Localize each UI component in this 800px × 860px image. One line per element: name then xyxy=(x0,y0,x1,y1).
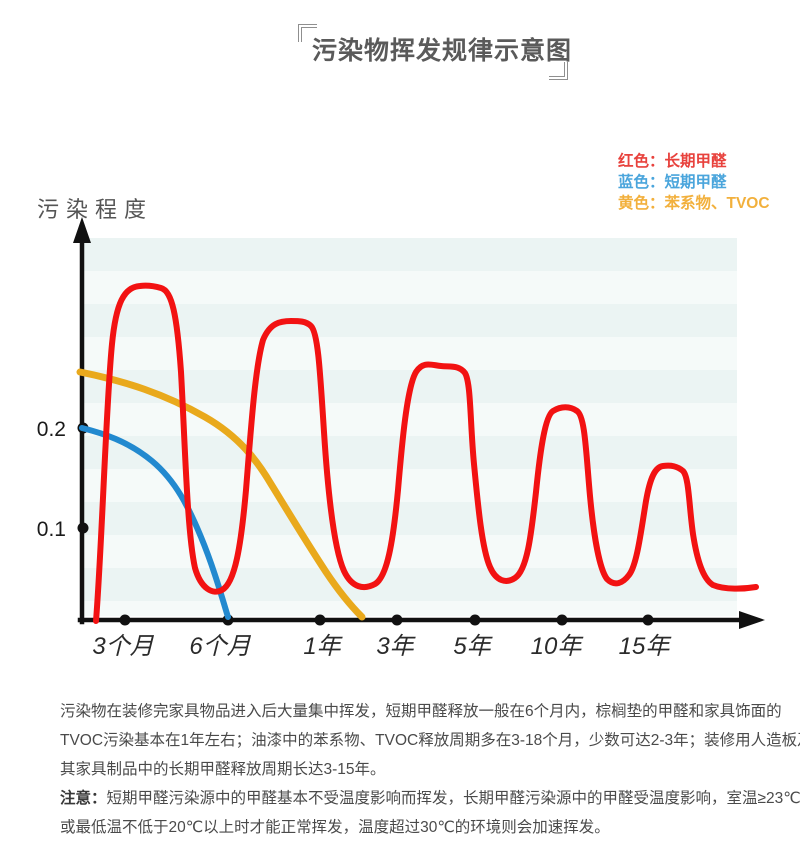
notes-line-1: 污染物在装修完家具物品进入后大量集中挥发，短期甲醛释放一般在6个月内，棕榈垫的甲… xyxy=(60,703,782,720)
y-tick-label-02: 0.2 xyxy=(37,418,66,441)
x-tick-dot-10years xyxy=(556,614,568,626)
y-tick-dot-01 xyxy=(77,522,89,534)
x-tick-dot-3months xyxy=(119,614,131,626)
notes-line-4-text: 短期甲醛污染源中的甲醛基本不受温度影响而挥发，长期甲醛污染源中的甲醛受温度影响，… xyxy=(106,790,800,807)
title-corner-bracket-left-icon xyxy=(298,24,317,42)
x-tick-label-3years: 3年 xyxy=(376,633,416,660)
x-tick-label-10years: 10年 xyxy=(531,633,585,660)
x-tick-dot-1year xyxy=(314,614,326,626)
x-tick-label-1year: 1年 xyxy=(303,633,343,660)
legend: 红色：长期甲醛 蓝色：短期甲醛 黄色：苯系物、TVOC xyxy=(618,151,770,214)
curve-long-term-formaldehyde xyxy=(93,282,759,624)
notes-line-5: 或最低温不低于20℃以上时才能正常挥发，温度超过30℃的环境则会加速挥发。 xyxy=(60,819,610,836)
y-axis-title: 污染程度 xyxy=(37,197,154,222)
notes-attention-label: 注意： xyxy=(60,790,107,807)
notes-line-3: 其家具制品中的长期甲醛释放周期长达3-15年。 xyxy=(60,761,386,778)
y-tick-label-01: 0.1 xyxy=(37,518,66,541)
x-tick-label-5years: 5年 xyxy=(453,633,493,660)
y-axis-arrow-icon xyxy=(73,217,91,243)
legend-item-benzene-tvoc: 黄色：苯系物、TVOC xyxy=(618,195,770,212)
x-tick-label-15years: 15年 xyxy=(619,633,673,660)
x-tick-label-3months: 3个月 xyxy=(92,633,154,660)
x-tick-dot-15years xyxy=(642,614,654,626)
x-tick-dot-5years xyxy=(469,614,481,626)
notes-line-2: TVOC污染基本在1年左右；油漆中的苯系物、TVOC释放周期多在3-18个月，少… xyxy=(60,732,800,749)
legend-item-short-term-formaldehyde: 蓝色：短期甲醛 xyxy=(618,174,727,191)
curve-short-term-formaldehyde xyxy=(79,425,231,620)
notes-line-4: 注意：短期甲醛污染源中的甲醛基本不受温度影响而挥发，长期甲醛污染源中的甲醛受温度… xyxy=(60,784,800,813)
title-corner-bracket-right-icon xyxy=(549,62,568,80)
x-tick-dot-3years xyxy=(391,614,403,626)
page-title-text: 污染物挥发规律示意图 xyxy=(312,37,573,65)
x-axis-arrow-icon xyxy=(739,611,765,629)
notes-block: 污染物在装修完家具物品进入后大量集中挥发，短期甲醛释放一般在6个月内，棕榈垫的甲… xyxy=(60,697,800,842)
x-tick-label-6months: 6个月 xyxy=(189,633,251,660)
curve-benzene-tvoc xyxy=(76,368,366,621)
page-title: 污染物挥发规律示意图 xyxy=(298,24,571,80)
legend-item-long-term-formaldehyde: 红色：长期甲醛 xyxy=(618,153,727,170)
